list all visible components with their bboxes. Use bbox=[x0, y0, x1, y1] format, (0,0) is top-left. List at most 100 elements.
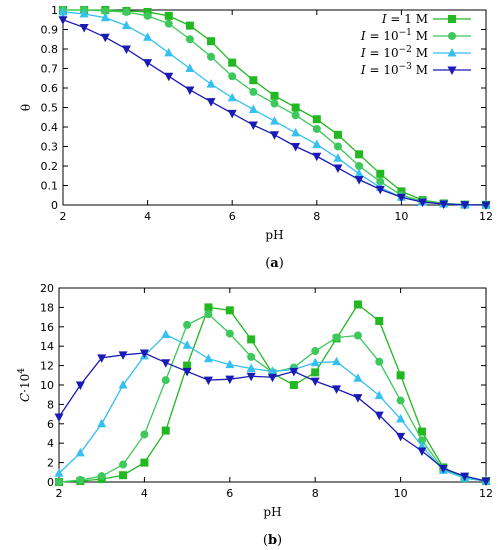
data-point bbox=[75, 447, 85, 457]
data-point bbox=[353, 373, 363, 382]
data-point bbox=[164, 47, 174, 57]
data-point bbox=[355, 162, 364, 170]
data-point bbox=[355, 150, 364, 159]
data-point bbox=[97, 354, 107, 363]
data-point bbox=[54, 468, 64, 477]
series-line bbox=[58, 313, 487, 483]
data-point bbox=[481, 201, 491, 210]
data-point bbox=[374, 411, 384, 421]
data-point bbox=[418, 198, 428, 208]
data-point bbox=[333, 153, 343, 162]
y-tick-label: 0.2 bbox=[41, 160, 59, 173]
data-point bbox=[396, 396, 405, 405]
y-tick-label: 1 bbox=[51, 4, 58, 17]
data-point bbox=[101, 6, 110, 15]
data-point bbox=[333, 164, 343, 173]
y-tick-label: 0.1 bbox=[41, 180, 59, 193]
y-tick-label: 8 bbox=[47, 398, 54, 411]
data-point bbox=[182, 340, 192, 349]
data-point bbox=[396, 432, 406, 442]
data-point bbox=[311, 347, 320, 356]
y-tick-label: 10 bbox=[40, 379, 54, 392]
y-tick-label: 18 bbox=[40, 301, 54, 314]
data-point bbox=[439, 200, 449, 210]
legend-label: I = 10−2 M bbox=[360, 45, 428, 60]
data-point bbox=[185, 21, 194, 30]
data-point bbox=[143, 32, 153, 41]
data-point bbox=[333, 142, 342, 151]
data-point bbox=[225, 329, 234, 338]
data-point bbox=[268, 366, 277, 375]
data-point bbox=[354, 168, 364, 178]
data-point bbox=[119, 460, 128, 469]
data-point bbox=[247, 335, 256, 344]
x-tick-label: 2 bbox=[56, 487, 63, 500]
y-tick-label: 0 bbox=[47, 476, 54, 489]
y-tick-label: 0.8 bbox=[41, 43, 59, 56]
data-point bbox=[291, 143, 301, 152]
y-tick-label: 0.7 bbox=[41, 63, 59, 76]
data-point bbox=[139, 349, 149, 358]
data-point bbox=[270, 116, 279, 125]
y-tick-label: 2 bbox=[47, 457, 54, 470]
data-point bbox=[289, 381, 298, 389]
x-tick-label: 12 bbox=[479, 487, 493, 500]
y-tick-label: 0.6 bbox=[41, 82, 59, 95]
data-point bbox=[353, 300, 362, 309]
y-tick-label: 6 bbox=[47, 418, 54, 431]
panel-caption: (a) bbox=[265, 256, 284, 271]
data-point bbox=[246, 372, 256, 382]
data-point bbox=[310, 377, 320, 387]
legend-label: I = 10−1 M bbox=[360, 28, 428, 43]
data-point bbox=[182, 367, 192, 377]
legend-label: I = 10−3 M bbox=[360, 62, 428, 77]
data-point bbox=[118, 380, 128, 389]
data-point bbox=[79, 8, 89, 18]
data-point bbox=[310, 357, 320, 367]
y-tick-label: 0.5 bbox=[41, 102, 59, 115]
data-point bbox=[438, 464, 448, 474]
data-point bbox=[312, 152, 322, 162]
y-tick-label: 0.3 bbox=[41, 141, 59, 154]
data-point bbox=[333, 130, 342, 139]
data-point bbox=[206, 79, 216, 88]
data-point bbox=[376, 169, 385, 178]
data-point bbox=[185, 63, 195, 72]
data-point bbox=[58, 16, 68, 25]
data-point bbox=[76, 476, 85, 485]
data-point bbox=[354, 176, 364, 185]
x-tick-label: 6 bbox=[226, 487, 233, 500]
data-point bbox=[481, 477, 491, 487]
data-point bbox=[164, 11, 173, 20]
x-tick-label: 10 bbox=[394, 210, 408, 223]
data-point bbox=[161, 329, 171, 339]
legend-swatch-marker bbox=[447, 66, 457, 75]
data-point bbox=[75, 381, 85, 390]
data-point bbox=[161, 359, 171, 368]
data-point bbox=[140, 430, 149, 439]
data-point bbox=[417, 436, 426, 445]
chart-panel-a: 2 4 6 8 10 12 0 0.1 0.2 0.3 0.4 0.5 0.6 0.7 0.8 0.9 1 pH θ… bbox=[19, 4, 493, 271]
panel-caption: (b) bbox=[263, 533, 282, 548]
data-point bbox=[417, 427, 426, 436]
data-point bbox=[332, 356, 342, 366]
y-tick-label: 0.9 bbox=[41, 24, 59, 37]
data-point bbox=[227, 109, 237, 119]
y-tick-label: 4 bbox=[47, 437, 54, 450]
data-point bbox=[121, 20, 131, 30]
data-point bbox=[121, 45, 131, 54]
legend-swatch-marker bbox=[447, 48, 457, 57]
data-point bbox=[312, 115, 321, 124]
data-point bbox=[417, 447, 427, 456]
data-point bbox=[54, 413, 64, 423]
data-point bbox=[204, 303, 213, 312]
data-point bbox=[291, 103, 300, 112]
data-point bbox=[118, 351, 128, 360]
data-point bbox=[332, 385, 342, 394]
data-point bbox=[332, 333, 341, 342]
data-point bbox=[353, 331, 362, 340]
data-point bbox=[185, 86, 195, 95]
data-point bbox=[207, 37, 216, 46]
y-axis-label: θ bbox=[19, 104, 33, 111]
